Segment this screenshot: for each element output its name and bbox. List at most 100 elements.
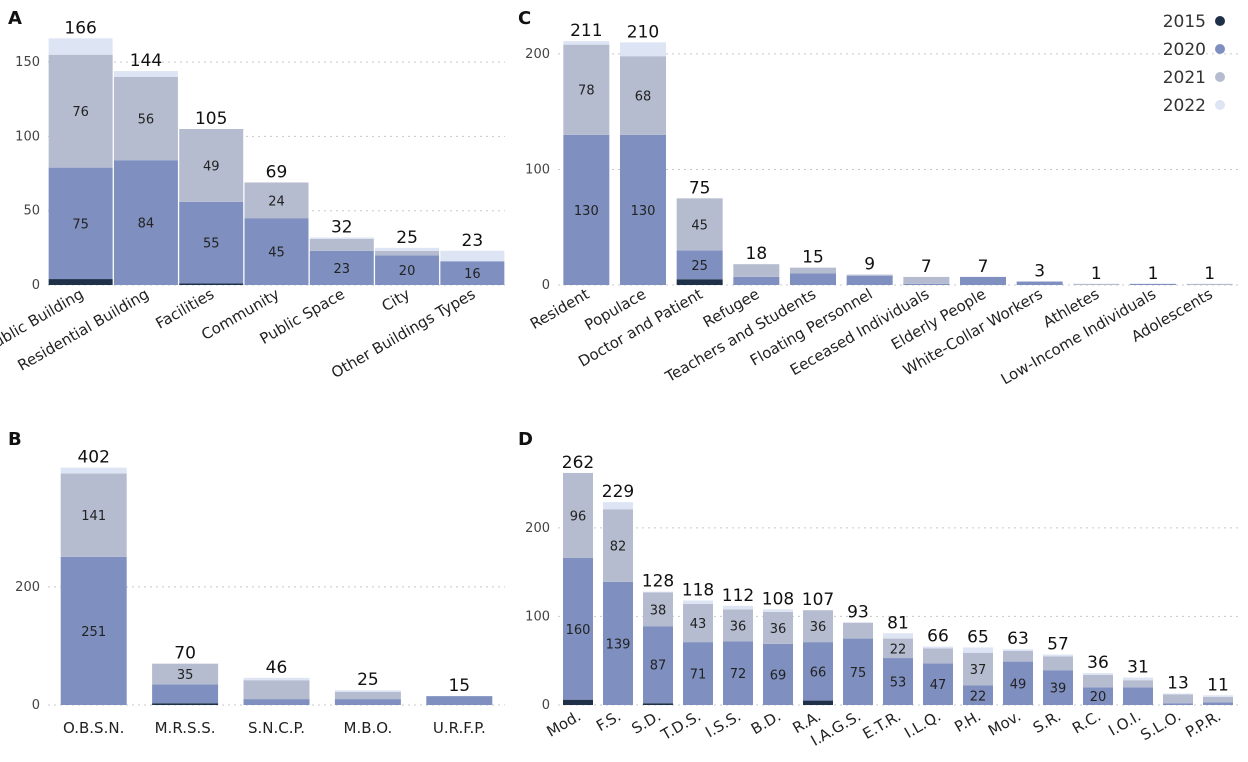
y-tick-label-c-1: 100 bbox=[525, 162, 550, 177]
total-label-d-7: 93 bbox=[847, 603, 869, 623]
total-label-d-2: 128 bbox=[642, 572, 674, 592]
bar-segment-a-0-2021 bbox=[48, 54, 113, 168]
segment-label-c-2-2021: 45 bbox=[691, 218, 708, 233]
bar-segment-d-10-2022 bbox=[963, 647, 993, 653]
legend-marker-2021 bbox=[1215, 72, 1225, 82]
legend-label-2022: 2022 bbox=[1163, 96, 1206, 116]
bar-segment-d-10-2021 bbox=[963, 652, 993, 686]
segment-label-d-2-2020: 87 bbox=[650, 659, 667, 674]
bar-segment-b-3-2021 bbox=[334, 692, 401, 700]
bar-segment-d-8-2022 bbox=[883, 633, 913, 639]
bar-segment-c-2-2020 bbox=[676, 250, 723, 280]
bar-segment-d-7-2021 bbox=[843, 622, 873, 639]
total-label-c-11: 1 bbox=[1204, 264, 1215, 284]
total-label-c-1: 210 bbox=[627, 22, 659, 42]
bar-segment-c-0-2020 bbox=[563, 134, 610, 285]
bar-segment-d-15-2020 bbox=[1163, 703, 1193, 705]
bar-segment-a-2-2020 bbox=[179, 201, 244, 284]
bar-segment-d-5-2020 bbox=[763, 643, 793, 705]
category-label-d-16: P.P.R. bbox=[1182, 707, 1224, 741]
total-label-a-4: 32 bbox=[331, 217, 353, 237]
segment-label-d-6-2020: 66 bbox=[810, 665, 827, 680]
legend-label-2021: 2021 bbox=[1163, 68, 1206, 88]
bar-segment-a-5-2022 bbox=[375, 247, 440, 251]
bar-segment-b-4-2020 bbox=[426, 696, 493, 705]
y-tick-label-b-0: 0 bbox=[32, 698, 40, 713]
segment-label-d-0-2020: 160 bbox=[566, 623, 591, 638]
total-label-c-6: 7 bbox=[921, 257, 932, 277]
total-label-d-0: 262 bbox=[562, 453, 594, 473]
total-label-c-4: 15 bbox=[802, 248, 824, 268]
segment-label-a-2-2021: 49 bbox=[203, 159, 220, 174]
bar-segment-b-2-2020 bbox=[243, 699, 310, 705]
bar-segment-c-3-2021 bbox=[733, 264, 780, 277]
total-label-b-4: 15 bbox=[448, 676, 470, 696]
bar-segment-d-7-2020 bbox=[843, 638, 873, 705]
total-label-d-16: 11 bbox=[1207, 675, 1229, 695]
category-label-d-14: I.O.I. bbox=[1105, 707, 1144, 740]
segment-label-c-0-2020: 130 bbox=[574, 204, 599, 219]
bar-segment-b-1-2015 bbox=[152, 703, 219, 705]
category-label-d-15: S.L.O. bbox=[1137, 707, 1184, 744]
y-tick-label-d-2: 200 bbox=[525, 521, 550, 536]
bar-segment-d-13-2021 bbox=[1083, 674, 1113, 688]
category-label-b-4: U.R.F.P. bbox=[433, 719, 486, 737]
bar-segment-c-4-2021 bbox=[790, 267, 836, 274]
segment-label-d-9-2020: 47 bbox=[930, 678, 947, 693]
segment-label-d-0-2021: 96 bbox=[570, 509, 587, 524]
bar-segment-a-4-2021 bbox=[309, 238, 374, 251]
bar-segment-a-6-2022 bbox=[440, 250, 505, 262]
bar-segment-a-4-2022 bbox=[309, 237, 374, 239]
total-label-c-10: 1 bbox=[1148, 264, 1159, 284]
bar-segment-d-2-2015 bbox=[643, 703, 673, 705]
category-label-d-2: S.D. bbox=[628, 707, 664, 738]
bar-segment-d-15-2021 bbox=[1163, 694, 1193, 704]
total-label-a-1: 144 bbox=[130, 51, 162, 71]
bar-segment-b-1-2021 bbox=[152, 663, 219, 685]
chart-panel-d: 010020016096262Mod.13982229F.S.8738128S.… bbox=[525, 453, 1238, 750]
bar-segment-c-6-2020 bbox=[903, 283, 950, 285]
total-label-a-0: 166 bbox=[64, 18, 96, 38]
total-label-c-7: 7 bbox=[978, 257, 989, 277]
category-label-b-0: O.B.S.N. bbox=[63, 719, 124, 737]
bar-segment-c-1-2021 bbox=[620, 56, 666, 135]
segment-label-a-2-2020: 55 bbox=[203, 237, 220, 252]
total-label-a-2: 105 bbox=[195, 109, 227, 129]
bar-segment-c-5-2021 bbox=[846, 274, 893, 276]
bar-segment-c-3-2020 bbox=[733, 276, 780, 285]
bar-segment-d-8-2021 bbox=[883, 638, 913, 659]
bar-segment-a-6-2020 bbox=[440, 261, 505, 285]
category-label-d-4: I.S.S. bbox=[702, 707, 744, 741]
bar-segment-b-1-2020 bbox=[152, 684, 219, 704]
bar-segment-d-14-2022 bbox=[1123, 677, 1153, 681]
category-label-b-3: M.B.O. bbox=[344, 719, 393, 737]
bar-segment-d-12-2021 bbox=[1043, 656, 1073, 671]
bar-segment-d-3-2022 bbox=[683, 600, 713, 605]
bar-segment-d-15-2022 bbox=[1163, 693, 1193, 695]
bar-segment-d-0-2020 bbox=[563, 557, 593, 700]
total-label-d-4: 112 bbox=[722, 586, 754, 606]
y-tick-label-c-2: 200 bbox=[525, 47, 550, 62]
segment-label-d-8-2021: 22 bbox=[890, 642, 907, 657]
segment-label-a-1-2020: 84 bbox=[138, 217, 155, 232]
bar-segment-d-3-2020 bbox=[683, 642, 713, 705]
y-tick-label-a-2: 100 bbox=[15, 129, 40, 144]
panel-label-a: A bbox=[8, 8, 22, 29]
bar-segment-d-4-2020 bbox=[723, 641, 753, 705]
bar-segment-d-4-2021 bbox=[723, 609, 753, 642]
bar-segment-d-12-2020 bbox=[1043, 670, 1073, 705]
chart-panel-c: 010020013078211Resident13068210Populace2… bbox=[525, 21, 1238, 388]
total-label-b-1: 70 bbox=[174, 644, 196, 664]
segment-label-d-8-2020: 53 bbox=[890, 676, 907, 691]
bar-segment-b-3-2022 bbox=[334, 690, 401, 693]
bar-segment-d-6-2015 bbox=[803, 700, 833, 705]
bar-segment-c-8-2020 bbox=[1016, 281, 1063, 285]
bar-segment-a-4-2020 bbox=[309, 250, 374, 285]
segment-label-a-1-2021: 56 bbox=[138, 113, 155, 128]
bar-segment-c-0-2021 bbox=[563, 44, 610, 135]
category-label-a-5: City bbox=[379, 285, 414, 315]
bar-segment-d-11-2021 bbox=[1003, 650, 1033, 662]
category-label-d-10: P.H. bbox=[951, 707, 984, 736]
segment-label-c-1-2021: 68 bbox=[635, 89, 652, 104]
bar-segment-b-0-2021 bbox=[60, 473, 127, 557]
